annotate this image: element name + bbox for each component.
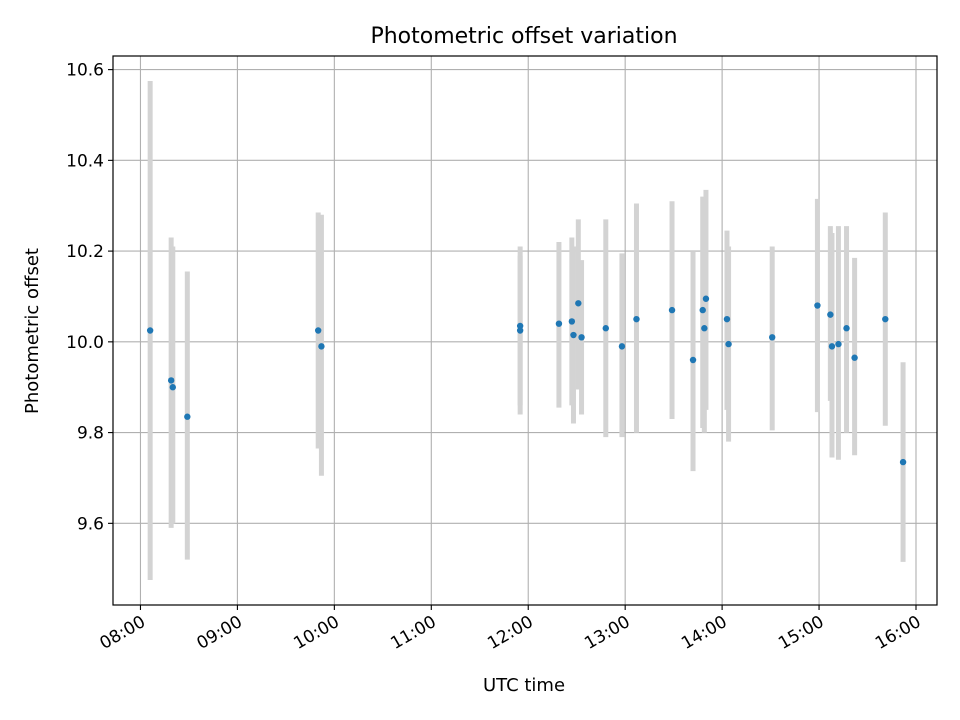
y-tick-label: 10.6 xyxy=(66,61,104,81)
data-point xyxy=(699,306,706,314)
data-point xyxy=(516,327,524,334)
data-point xyxy=(568,318,576,325)
data-point xyxy=(314,327,322,334)
data-point xyxy=(814,302,821,309)
data-point xyxy=(827,311,834,318)
data-point xyxy=(702,295,710,302)
data-point xyxy=(843,325,850,332)
data-point xyxy=(828,343,836,350)
data-point xyxy=(835,340,842,348)
data-point xyxy=(169,384,176,391)
data-point xyxy=(184,413,191,420)
data-point xyxy=(668,306,676,314)
y-tick-label: 9.8 xyxy=(77,424,104,444)
y-tick-label: 10.4 xyxy=(66,151,104,171)
data-point xyxy=(570,331,577,339)
data-point xyxy=(851,354,858,361)
data-point xyxy=(578,334,585,341)
data-points xyxy=(146,295,907,466)
data-point xyxy=(167,377,175,384)
data-point xyxy=(899,458,907,466)
data-point xyxy=(633,315,640,323)
data-point xyxy=(725,340,732,348)
y-axis-title: Photometric offset xyxy=(22,248,43,414)
data-point xyxy=(723,315,731,323)
data-point xyxy=(602,325,609,332)
chart-title: Photometric offset variation xyxy=(370,24,677,49)
y-tick-label: 9.6 xyxy=(77,514,104,534)
data-point xyxy=(882,315,889,323)
data-point xyxy=(701,325,708,332)
data-point xyxy=(318,343,325,350)
data-point xyxy=(575,300,582,307)
data-point xyxy=(146,327,154,334)
x-axis-title: UTC time xyxy=(483,675,565,696)
data-point xyxy=(618,343,626,350)
data-point xyxy=(555,320,563,327)
data-point xyxy=(769,334,776,341)
y-tick-label: 10.0 xyxy=(66,333,104,353)
plot-frame xyxy=(112,55,938,606)
y-tick-label: 10.2 xyxy=(66,242,104,262)
data-point xyxy=(689,356,697,364)
grid xyxy=(113,56,937,605)
data-point xyxy=(516,322,524,330)
